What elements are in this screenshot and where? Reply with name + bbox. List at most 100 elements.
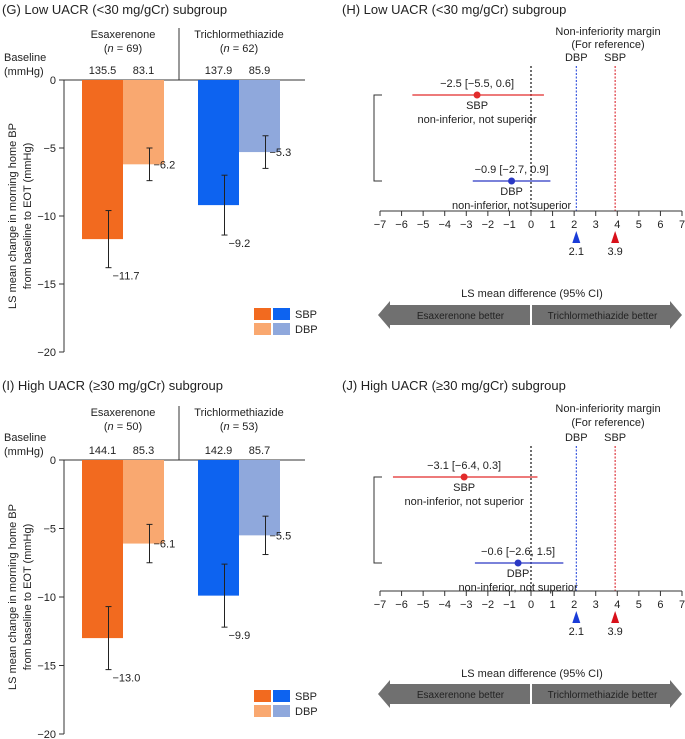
bar-i-value-label: −5.5 bbox=[270, 530, 292, 542]
forest-h-x-tick-label: −1 bbox=[503, 219, 516, 231]
forest-j-left-arrow bbox=[378, 680, 530, 708]
forest-h-title: (H) Low UACR (<30 mg/gCr) subgroup bbox=[342, 2, 566, 17]
forest-j-point-dbp bbox=[514, 559, 522, 567]
bar-i-y-tick-label: −15 bbox=[37, 661, 56, 673]
bar-g-baseline-label: Baseline bbox=[4, 52, 46, 64]
forest-j-x-tick-label: 5 bbox=[636, 599, 642, 611]
forest-h-x-tick-label: −6 bbox=[395, 219, 408, 231]
bar-g-value-label: −6.2 bbox=[154, 159, 176, 171]
bar-i-baseline-sbp: 144.1 bbox=[89, 445, 117, 457]
bar-i-group-n: (n = 53) bbox=[220, 421, 258, 433]
forest-j-x-tick-label: −6 bbox=[395, 599, 408, 611]
bar-g-value-label: −11.7 bbox=[113, 271, 140, 283]
forest-h-margin-sbp-label: SBP bbox=[604, 52, 626, 64]
forest-j-x-tick-label: −1 bbox=[503, 599, 516, 611]
forest-h-x-tick-label: 1 bbox=[550, 219, 556, 231]
forest-h-point-sbp bbox=[473, 91, 481, 99]
forest-h-margin-subtitle: (For reference) bbox=[571, 39, 644, 51]
bar-g-group-name: Trichlormethiazide bbox=[194, 29, 283, 41]
forest-h-x-tick-label: 2 bbox=[571, 219, 577, 231]
bar-g-value-label: −9.2 bbox=[229, 238, 251, 250]
bar-g-group-n: (n = 69) bbox=[104, 43, 142, 55]
bar-i-bar-dbp bbox=[123, 460, 164, 544]
bar-g-baseline-sbp: 135.5 bbox=[89, 65, 117, 77]
bar-i-legend-label-dbp: DBP bbox=[295, 706, 318, 718]
bar-g-legend-label-dbp: DBP bbox=[295, 324, 318, 336]
forest-j-margin-dbp-arrow bbox=[572, 611, 581, 623]
bar-i-bar-sbp bbox=[198, 460, 239, 596]
forest-h-row-note: non-inferior, not superior bbox=[417, 114, 537, 126]
bar-i-value-label: −6.1 bbox=[154, 539, 176, 551]
forest-j-row-label: DBP bbox=[507, 568, 530, 580]
bar-g-y-tick-label: −5 bbox=[43, 143, 56, 155]
bar-i-baseline-label: Baseline bbox=[4, 432, 46, 444]
bar-i-baseline-sbp: 142.9 bbox=[205, 445, 233, 457]
bar-g-group-name: Esaxerenone bbox=[91, 29, 156, 41]
forest-j-x-tick-label: 7 bbox=[679, 599, 685, 611]
forest-j-x-tick-label: 2 bbox=[571, 599, 577, 611]
forest-h-margin-dbp-arrow bbox=[572, 231, 581, 243]
forest-h-margin-dbp-label: DBP bbox=[565, 52, 588, 64]
forest-j-margin-dbp-value: 2.1 bbox=[569, 626, 584, 638]
bar-g-y-tick-label: 0 bbox=[50, 75, 56, 87]
forest-j-margin-title: Non-inferiority margin bbox=[555, 403, 660, 415]
forest-h-x-tick-label: 4 bbox=[614, 219, 620, 231]
bar-i-value-label: −13.0 bbox=[113, 673, 141, 685]
forest-h-x-tick-label: 6 bbox=[657, 219, 663, 231]
bar-i-ylabel-1: LS mean change in morning home BP bbox=[7, 504, 19, 690]
forest-h-x-tick-label: −4 bbox=[438, 219, 451, 231]
forest-h-margin-sbp-arrow bbox=[611, 231, 620, 243]
bar-i-value-label: −9.9 bbox=[229, 630, 251, 642]
forest-j-x-tick-label: −2 bbox=[482, 599, 495, 611]
bar-g-legend-swatch-esa-dbp bbox=[254, 323, 271, 335]
forest-h-x-tick-label: 5 bbox=[636, 219, 642, 231]
bar-g-title: (G) Low UACR (<30 mg/gCr) subgroup bbox=[2, 2, 227, 17]
forest-h-left-arrow-label: Esaxerenone better bbox=[417, 311, 505, 322]
forest-h-right-arrow bbox=[532, 301, 682, 329]
forest-j-x-tick-label: 0 bbox=[528, 599, 534, 611]
forest-j-xlabel: LS mean difference (95% CI) bbox=[461, 668, 603, 680]
forest-h-x-tick-label: 3 bbox=[593, 219, 599, 231]
bar-i-title: (I) High UACR (≥30 mg/gCr) subgroup bbox=[2, 378, 223, 393]
bar-g-legend-swatch-esa-sbp bbox=[254, 308, 271, 320]
forest-j-ci-text: −3.1 [−6.4, 0.3] bbox=[427, 460, 501, 472]
bar-i-group-n: (n = 50) bbox=[104, 421, 142, 433]
bar-g-y-tick-label: −20 bbox=[37, 347, 56, 359]
bar-i-legend-swatch-esa-sbp bbox=[254, 690, 271, 702]
bar-i-group-name: Trichlormethiazide bbox=[194, 407, 283, 419]
forest-h-margin-title: Non-inferiority margin bbox=[555, 26, 660, 38]
bar-i-legend-swatch-tri-sbp bbox=[273, 690, 290, 702]
bar-i-y-tick-label: −10 bbox=[37, 592, 56, 604]
forest-j-x-tick-label: −3 bbox=[460, 599, 473, 611]
bar-i-group-name: Esaxerenone bbox=[91, 407, 156, 419]
bar-i-y-tick-label: −20 bbox=[37, 729, 56, 739]
bar-g-legend-swatch-tri-sbp bbox=[273, 308, 290, 320]
forest-j-left-arrow-label: Esaxerenone better bbox=[417, 690, 505, 701]
forest-h-margin-sbp-value: 3.9 bbox=[607, 246, 622, 258]
forest-j-row-label: SBP bbox=[453, 482, 475, 494]
forest-j-point-sbp bbox=[460, 473, 468, 481]
forest-j-margin-sbp-arrow bbox=[611, 611, 620, 623]
forest-h-x-tick-label: −5 bbox=[417, 219, 430, 231]
forest-h-row-label: DBP bbox=[500, 186, 523, 198]
bar-i-y-tick-label: −5 bbox=[43, 524, 56, 536]
bar-g-ylabel-2: from baseline to EOT (mmHg) bbox=[22, 143, 34, 290]
forest-j-x-tick-label: −5 bbox=[417, 599, 430, 611]
forest-j-row-note: non-inferior, not superior bbox=[458, 582, 578, 594]
forest-j-x-tick-label: 4 bbox=[614, 599, 620, 611]
forest-h-x-tick-label: 0 bbox=[528, 219, 534, 231]
bar-g-bar-sbp bbox=[82, 80, 123, 240]
bar-g-ylabel-1: LS mean change in morning home BP bbox=[7, 123, 19, 309]
bar-g-y-tick-label: −15 bbox=[37, 279, 56, 291]
forest-h-x-tick-label: −3 bbox=[460, 219, 473, 231]
forest-j-x-tick-label: 3 bbox=[593, 599, 599, 611]
bar-g-bar-dbp bbox=[239, 80, 280, 153]
forest-h-x-tick-label: −7 bbox=[374, 219, 387, 231]
bar-i-baseline-dbp: 85.3 bbox=[133, 445, 154, 457]
forest-j-ci-text: −0.6 [−2.6, 1.5] bbox=[481, 546, 555, 558]
forest-h-row-note: non-inferior, not superior bbox=[452, 200, 572, 212]
forest-j-title: (J) High UACR (≥30 mg/gCr) subgroup bbox=[342, 378, 566, 393]
bar-g-baseline-dbp: 83.1 bbox=[133, 65, 154, 77]
forest-j-x-tick-label: −7 bbox=[374, 599, 387, 611]
forest-h-margin-dbp-value: 2.1 bbox=[569, 246, 584, 258]
